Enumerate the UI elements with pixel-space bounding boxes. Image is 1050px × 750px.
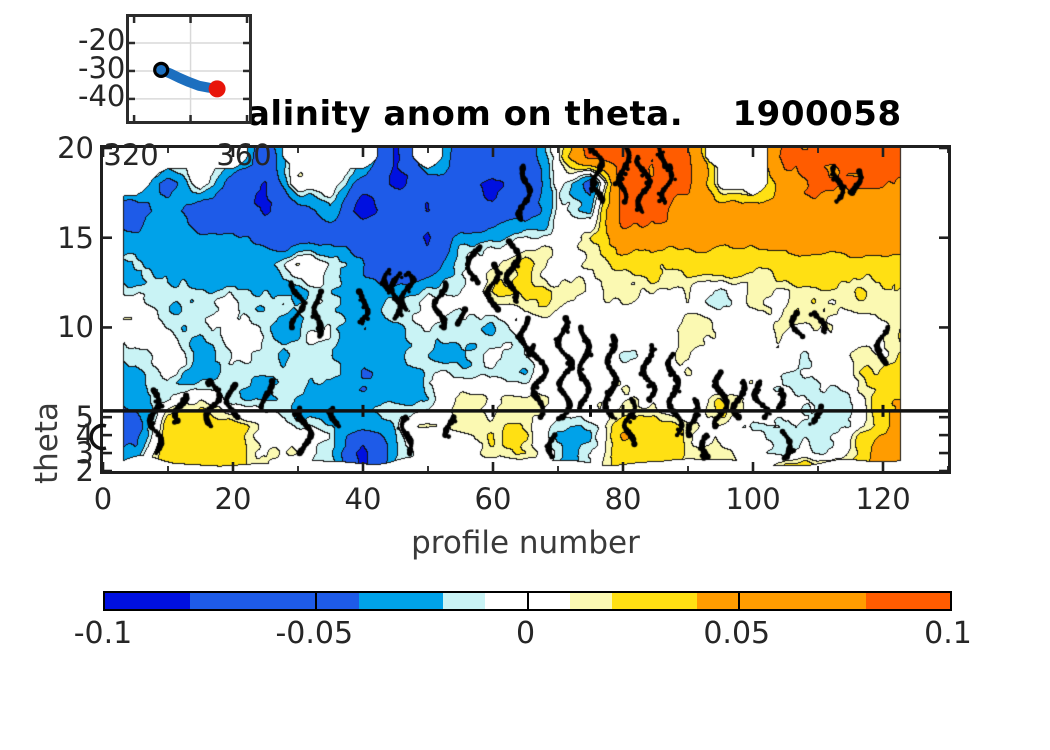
colorbar-tick-label: 0.1 [924,616,972,651]
colorbar-segment [358,593,443,609]
y-tick-label: 5 [75,400,94,435]
colorbar-tick-label: -0.1 [73,616,133,651]
y-tick-label: 4 [75,418,94,453]
inset-map: -20 -30 -40 320 360 [78,5,272,172]
colorbar-tick-label: 0.05 [703,616,771,651]
x-axis-label: profile number [411,525,640,561]
colorbar-segment [696,593,866,609]
colorbar [103,591,952,611]
y-tick-label: 2 [75,454,94,488]
float-trajectory-path [156,64,223,94]
inset-x-tick-label: 320 [103,138,159,172]
colorbar-tick [737,593,740,609]
x-tick-label: 40 [344,482,382,516]
contour-plot-canvas [103,148,948,471]
colorbar-tick [526,593,529,609]
colorbar-tick-label: 0 [515,616,536,651]
trajectory-start-marker [153,61,170,78]
inset-map-plot [129,17,249,121]
x-tick-label: 60 [474,482,512,516]
y-axis-label: theta [29,401,65,485]
colorbar-segment [189,593,359,609]
colorbar-segment [569,593,612,609]
colorbar-segment [612,593,697,609]
x-tick-label: 0 [93,482,113,516]
plot-title: Salinity anom on theta. 1900058 [222,94,902,134]
inset-y-tick-label: -30 [78,50,126,85]
y-tick-label: 20 [57,131,94,165]
y-tick-label: 3 [75,436,94,471]
x-tick-label: 20 [214,482,252,516]
y-tick-label: 10 [57,310,94,345]
inset-y-tick-label: -40 [78,78,126,113]
inset-map-box [126,14,252,124]
trajectory-end-marker [208,80,226,98]
x-tick-label: 80 [604,482,642,516]
colorbar-segment [865,593,950,609]
y-tick-label: 15 [57,220,94,255]
colorbar-tick-label: -0.05 [275,616,354,651]
inset-x-tick-label: 360 [216,138,272,172]
inset-y-tick-label: -20 [78,23,126,57]
colorbar-segment [105,593,190,609]
x-tick-label: 100 [725,482,781,516]
x-tick-label: 120 [855,482,911,516]
colorbar-segment [443,593,486,609]
colorbar-tick [315,593,318,609]
